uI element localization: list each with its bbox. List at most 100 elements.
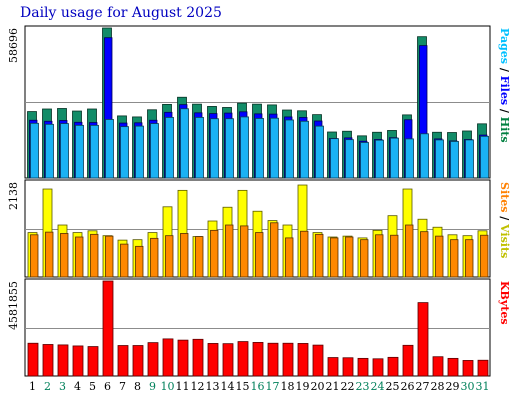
- bar-kbytes-30: [462, 360, 474, 377]
- bar-sites-6: [105, 235, 114, 278]
- bar-kbytes-29: [447, 357, 459, 377]
- x-tick-label-17: 17: [266, 380, 280, 393]
- y-max-label: 58696: [7, 28, 20, 63]
- bar-pages-9: [150, 123, 159, 179]
- bar-pages-29: [450, 141, 459, 179]
- bar-sites-11: [180, 233, 189, 278]
- x-tick-label-2: 2: [44, 380, 51, 393]
- x-tick-label-31: 31: [476, 380, 490, 393]
- bar-pages-20: [315, 125, 324, 179]
- chart-title: Daily usage for August 2025: [20, 5, 222, 21]
- bar-pages-28: [435, 139, 444, 179]
- x-tick-label-14: 14: [221, 380, 235, 393]
- x-tick-label-12: 12: [191, 380, 205, 393]
- bar-sites-2: [45, 231, 54, 278]
- bar-pages-1: [30, 122, 39, 179]
- bar-kbytes-8: [132, 345, 144, 377]
- bar-pages-25: [390, 137, 399, 179]
- x-tick-label-16: 16: [251, 380, 265, 393]
- bar-pages-13: [210, 118, 219, 179]
- bar-pages-11: [180, 108, 189, 179]
- bar-sites-17: [270, 222, 279, 278]
- bar-sites-19: [300, 230, 309, 278]
- legend-separator: /: [498, 212, 511, 224]
- bar-pages-23: [360, 142, 369, 179]
- bar-pages-21: [330, 138, 339, 179]
- bar-kbytes-11: [177, 339, 189, 377]
- legend-kbytes: KBytes: [498, 281, 511, 325]
- bar-kbytes-1: [27, 342, 39, 377]
- bar-kbytes-23: [357, 357, 369, 377]
- bar-sites-5: [90, 233, 99, 278]
- bar-kbytes-17: [267, 342, 279, 377]
- bar-pages-26: [405, 138, 414, 179]
- bar-pages-4: [75, 124, 84, 179]
- bar-kbytes-22: [342, 357, 354, 377]
- bar-sites-10: [165, 235, 174, 278]
- bar-sites-13: [210, 229, 219, 278]
- bar-sites-20: [315, 233, 324, 278]
- bar-pages-31: [480, 135, 489, 179]
- bar-sites-30: [465, 239, 474, 278]
- x-tick-label-5: 5: [89, 380, 96, 393]
- x-tick-label-11: 11: [176, 380, 190, 393]
- bar-pages-8: [135, 125, 144, 179]
- bar-sites-1: [30, 234, 39, 278]
- x-tick-label-24: 24: [371, 380, 385, 393]
- bar-pages-19: [300, 120, 309, 179]
- bar-pages-12: [195, 117, 204, 179]
- x-tick-label-29: 29: [446, 380, 460, 393]
- bar-pages-18: [285, 119, 294, 179]
- bar-pages-15: [240, 116, 249, 179]
- x-tick-label-6: 6: [104, 380, 111, 393]
- x-tick-label-13: 13: [206, 380, 220, 393]
- bar-pages-5: [90, 124, 99, 179]
- bar-pages-2: [45, 123, 54, 179]
- bar-kbytes-20: [312, 344, 324, 377]
- x-tick-label-26: 26: [401, 380, 415, 393]
- bar-sites-27: [420, 231, 429, 278]
- bar-kbytes-3: [57, 344, 69, 377]
- legend-item-hits: Hits: [498, 117, 511, 143]
- x-tick-label-21: 21: [326, 380, 340, 393]
- bar-kbytes-12: [192, 338, 204, 377]
- bar-kbytes-15: [237, 341, 249, 377]
- x-tick-label-1: 1: [29, 380, 36, 393]
- bar-kbytes-21: [327, 357, 339, 377]
- bar-sites-18: [285, 237, 294, 278]
- bar-kbytes-16: [252, 342, 264, 377]
- bar-kbytes-18: [282, 342, 294, 377]
- x-tick-label-28: 28: [431, 380, 445, 393]
- legend-item-visits: Visits: [498, 223, 511, 258]
- bar-kbytes-5: [87, 346, 99, 377]
- bar-sites-12: [195, 236, 204, 278]
- bar-kbytes-25: [387, 356, 399, 377]
- bar-sites-22: [345, 236, 354, 278]
- x-tick-label-4: 4: [74, 380, 81, 393]
- bar-kbytes-7: [117, 345, 129, 377]
- bar-kbytes-28: [432, 356, 444, 377]
- x-tick-label-9: 9: [149, 380, 156, 393]
- legend-visits-sites: Sites / Visits: [498, 182, 511, 258]
- bar-sites-28: [435, 235, 444, 278]
- legend-item-kbytes: KBytes: [498, 281, 511, 325]
- legend-item-pages: Pages: [498, 28, 511, 64]
- bar-pages-14: [225, 118, 234, 179]
- bar-pages-30: [465, 139, 474, 179]
- bar-kbytes-14: [222, 343, 234, 377]
- bar-sites-9: [150, 237, 159, 278]
- x-tick-label-27: 27: [416, 380, 430, 393]
- bar-kbytes-6: [102, 280, 114, 377]
- bar-kbytes-19: [297, 343, 309, 377]
- bar-sites-29: [450, 239, 459, 278]
- y-max-label: 4581855: [7, 281, 20, 330]
- bar-pages-22: [345, 139, 354, 179]
- x-tick-label-22: 22: [341, 380, 355, 393]
- bar-kbytes-9: [147, 342, 159, 377]
- bar-kbytes-31: [477, 359, 489, 377]
- bar-sites-26: [405, 224, 414, 278]
- x-tick-label-15: 15: [236, 380, 250, 393]
- bar-pages-7: [120, 126, 129, 179]
- bar-sites-7: [120, 243, 129, 278]
